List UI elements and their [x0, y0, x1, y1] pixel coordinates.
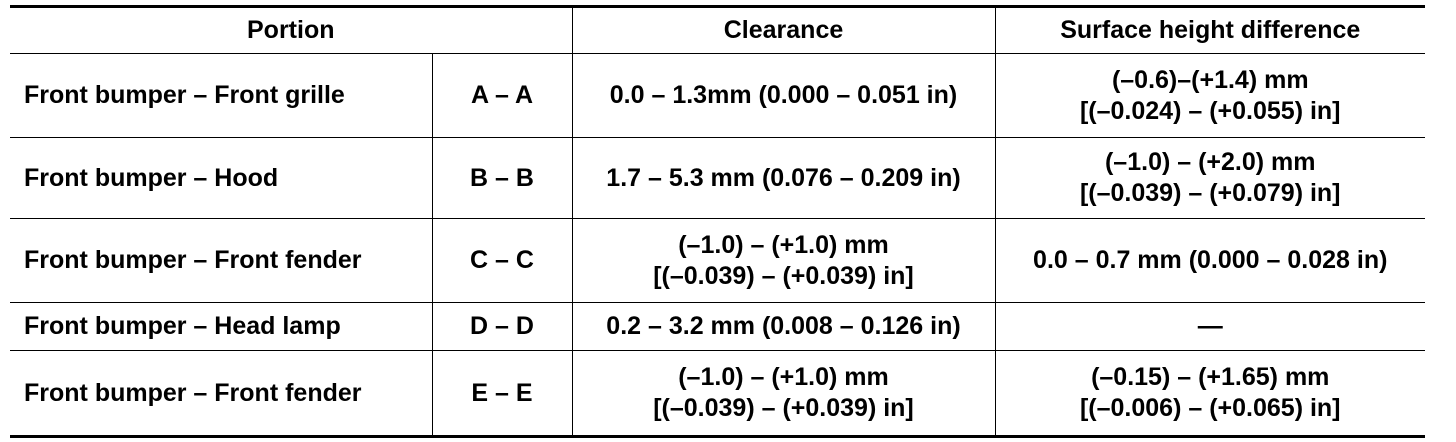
cell-text: (–1.0) – (+1.0) mm	[678, 230, 889, 259]
spec-table: Portion Clearance Surface height differe…	[10, 5, 1425, 438]
table-cell: D – D	[431, 302, 573, 351]
header-cell: Surface height difference	[994, 5, 1425, 54]
cell-text: Front bumper – Front fender	[24, 378, 362, 407]
cell-text: D – D	[470, 312, 534, 340]
table-cell: E – E	[431, 350, 573, 438]
table-body: Front bumper – Front grille A – A 0.0 – 1.…	[10, 53, 1425, 438]
table-cell: 0.0 – 0.7 mm (0.000 – 0.028 in)	[994, 218, 1425, 303]
cell-text: 0.0 – 0.7 mm (0.000 – 0.028 in)	[1033, 246, 1388, 274]
table-cell: Front bumper – Front fender	[10, 218, 433, 303]
header-cell: Clearance	[571, 5, 996, 54]
cell-text: Front bumper – Head lamp	[24, 312, 341, 340]
cell-text: (–0.6)–(+1.4) mm	[1111, 65, 1309, 94]
cell-text: B – B	[470, 163, 534, 192]
cell-text: 0.2 – 3.2 mm (0.008 – 0.126 in)	[606, 312, 961, 340]
cell-text: Front bumper – Front fender	[24, 246, 362, 274]
cell-text: (–1.0) – (+2.0) mm	[1104, 148, 1316, 176]
table-cell: (–0.6)–(+1.4) mm [(–0.024) – (+0.055) in]	[994, 53, 1425, 138]
table-cell: (–1.0) – (+1.0) mm [(–0.039) – (+0.039) i…	[571, 350, 996, 438]
cell-text: 0.0 – 1.3mm (0.000 – 0.051 in)	[609, 81, 958, 109]
cell-text: Front bumper – Hood	[24, 163, 279, 192]
cell-text: [(–0.039) – (+0.039) in]	[653, 394, 914, 422]
cell-text: —	[1197, 312, 1223, 340]
cell-text: (–1.0) – (+1.0) mm	[678, 363, 889, 391]
table-row: Front bumper – Front fender E – E (–1.0) –…	[10, 350, 1425, 438]
table-cell: C – C	[431, 218, 573, 303]
table-cell: 0.2 – 3.2 mm (0.008 – 0.126 in)	[571, 302, 996, 351]
table-cell: 1.7 – 5.3 mm (0.076 – 0.209 in)	[571, 137, 996, 219]
cell-text: E – E	[471, 378, 533, 407]
table-cell: Front bumper – Head lamp	[10, 302, 433, 351]
cell-text: A – A	[470, 81, 534, 109]
header-cell: Portion	[10, 5, 573, 54]
table-cell: Front bumper – Front fender	[10, 350, 433, 438]
table-cell: (–0.15) – (+1.65) mm [(–0.006) – (+0.065)…	[994, 350, 1425, 438]
header-row: Portion Clearance Surface height differe…	[10, 5, 1425, 54]
table-row: Front bumper – Head lamp D – D 0.2 – 3.2 m…	[10, 302, 1425, 351]
table-row: Front bumper – Hood B – B 1.7 – 5.3 mm (0.…	[10, 137, 1425, 219]
cell-text: C – C	[470, 246, 534, 274]
cell-text: [(–0.039) – (+0.039) in]	[653, 261, 914, 290]
table-row: Front bumper – Front fender C – C (–1.0) –…	[10, 218, 1425, 303]
table-cell: B – B	[431, 137, 573, 219]
cell-text: (–0.15) – (+1.65) mm	[1091, 363, 1330, 391]
table-cell: Front bumper – Hood	[10, 137, 433, 219]
cell-text: 1.7 – 5.3 mm (0.076 – 0.209 in)	[606, 163, 961, 192]
table-cell: A – A	[431, 53, 573, 138]
table-cell: (–1.0) – (+2.0) mm [(–0.039) – (+0.079) i…	[994, 137, 1425, 219]
table-cell: (–1.0) – (+1.0) mm [(–0.039) – (+0.039) i…	[571, 218, 996, 303]
table-cell: —	[994, 302, 1425, 351]
cell-text: [(–0.039) – (+0.079) in]	[1079, 179, 1341, 207]
table-row: Front bumper – Front grille A – A 0.0 – 1.…	[10, 53, 1425, 138]
table-cell: 0.0 – 1.3mm (0.000 – 0.051 in)	[571, 53, 996, 138]
table-cell: Front bumper – Front grille	[10, 53, 433, 138]
cell-text: Front bumper – Front grille	[24, 81, 345, 109]
cell-text: [(–0.024) – (+0.055) in]	[1079, 96, 1341, 125]
cell-text: [(–0.006) – (+0.065) in]	[1079, 394, 1341, 422]
